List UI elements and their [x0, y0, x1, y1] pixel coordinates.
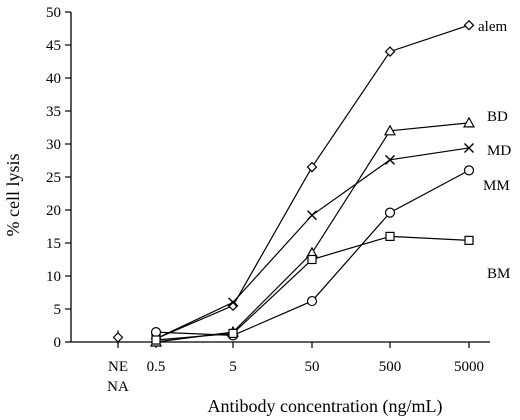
series-bm: [151, 231, 474, 345]
y-tick-label-30: 30: [46, 137, 61, 153]
y-tick-label-15: 15: [46, 236, 61, 252]
y-tick-label-10: 10: [46, 269, 61, 285]
series-label-mm: MM: [483, 178, 510, 194]
x-tick-label-5: 5: [229, 359, 237, 375]
x-axis-title: Antibody concentration (ng/mL): [208, 396, 443, 417]
series-label-bm: BM: [487, 266, 510, 282]
x-tick-label-50: 50: [305, 359, 320, 375]
chart-axes: [70, 12, 490, 343]
point-bm-5: [228, 328, 238, 339]
point-alem-500: [384, 46, 396, 57]
point-mm-500: [384, 207, 396, 218]
series-group: [112, 19, 476, 347]
series-bd: [149, 116, 476, 347]
point-bd-500: [383, 124, 397, 136]
y-tick-label-45: 45: [46, 38, 61, 54]
y-tick-label-0: 0: [54, 335, 62, 351]
x-tick-label-0.5: 0.5: [147, 359, 166, 375]
point-alem-50: [306, 161, 318, 173]
point-md-50: [307, 210, 317, 221]
point-md-5000: [464, 142, 474, 153]
point-mm-50: [306, 295, 318, 307]
point-alem-5000: [463, 19, 475, 31]
control-point-marker: [112, 332, 124, 343]
y-axis-title: % cell lysis: [3, 154, 23, 237]
y-tick-label-5: 5: [54, 302, 62, 318]
line-alem: [155, 24, 470, 340]
y-tick-label-25: 25: [46, 170, 61, 186]
point-bm-0.5: [151, 335, 161, 345]
point-mm-0.5: [150, 327, 162, 338]
y-tick-label-50: 50: [46, 5, 61, 21]
line-md: [155, 147, 470, 340]
x-tick-label-500: 500: [379, 359, 402, 375]
point-md-5: [228, 297, 238, 308]
x-tick-label-ne-na-line2: NA: [107, 379, 129, 395]
x-tick-label-ne-na: NE: [108, 359, 128, 375]
x-axis-ticks: NE NA 0.5 5 50 500 5000: [107, 342, 484, 395]
series-labels: alem BD MD MM BM: [478, 19, 511, 282]
point-bm-50: [307, 254, 317, 265]
y-tick-label-20: 20: [46, 203, 61, 219]
y-axis-ticks: 0 5 10 15 20 25 30 35 40 45 50: [46, 5, 71, 351]
y-tick-label-40: 40: [46, 71, 61, 87]
series-label-alem: alem: [478, 19, 507, 35]
series-label-bd: BD: [487, 109, 508, 125]
series-alem: [150, 19, 475, 345]
point-md-500: [385, 154, 395, 165]
x-tick-label-5000: 5000: [454, 359, 484, 375]
y-tick-label-35: 35: [46, 104, 61, 120]
point-bm-500: [385, 231, 395, 241]
point-bm-5000: [464, 235, 474, 245]
series-md: [151, 142, 474, 344]
point-bd-5000: [462, 116, 476, 128]
series-label-md: MD: [487, 143, 511, 159]
point-mm-5000: [463, 165, 475, 176]
control-point-ne-na: [112, 330, 124, 345]
line-bd: [155, 122, 470, 343]
